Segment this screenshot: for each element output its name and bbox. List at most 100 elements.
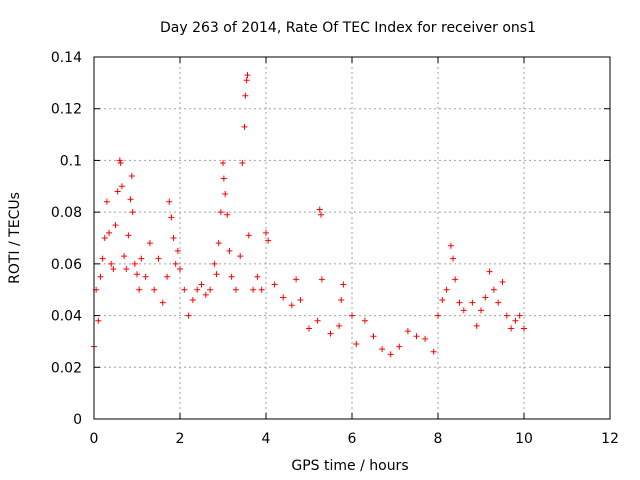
data-point <box>116 157 123 164</box>
data-point <box>495 299 502 306</box>
data-point <box>136 286 143 293</box>
data-point <box>490 286 497 293</box>
x-axis-label: GPS time / hours <box>291 458 408 474</box>
data-point <box>101 235 108 241</box>
data-point <box>361 317 368 324</box>
data-point <box>181 286 188 293</box>
data-point <box>516 312 523 319</box>
data-point <box>217 209 224 216</box>
data-point <box>245 232 252 239</box>
data-point <box>131 260 138 267</box>
data-point <box>243 77 250 84</box>
data-point <box>473 322 480 329</box>
y-axis-label: ROTI / TECUs <box>7 192 23 284</box>
data-point <box>103 198 110 205</box>
data-point <box>232 286 239 293</box>
data-point <box>185 312 192 319</box>
data-point <box>198 281 205 288</box>
data-point <box>460 307 467 314</box>
data-point <box>168 214 175 221</box>
data-point <box>443 286 450 293</box>
data-point <box>213 271 220 278</box>
data-point <box>172 260 179 267</box>
data-point <box>349 312 355 319</box>
data-point <box>450 255 457 262</box>
data-point <box>396 343 403 350</box>
data-point <box>340 281 347 288</box>
x-tick-label: 10 <box>515 431 533 447</box>
data-point <box>508 325 515 332</box>
data-point <box>242 92 249 99</box>
y-tick-label: 0.12 <box>51 102 82 118</box>
data-point <box>271 281 278 288</box>
data-point <box>435 312 441 319</box>
data-point <box>220 160 226 167</box>
x-tick-label: 6 <box>348 431 357 447</box>
data-point <box>482 294 489 301</box>
y-tick-label: 0.06 <box>51 257 82 273</box>
data-point <box>118 183 125 190</box>
data-point <box>129 209 136 216</box>
data-point <box>222 191 229 198</box>
y-tick-label: 0.04 <box>51 309 82 325</box>
data-point <box>404 328 411 335</box>
data-point <box>128 172 135 179</box>
data-point <box>106 229 113 236</box>
x-tick-label: 8 <box>434 431 443 447</box>
data-point <box>146 240 153 247</box>
x-tick-label: 12 <box>601 431 619 447</box>
data-point <box>318 211 325 218</box>
data-point <box>486 268 493 275</box>
data-point <box>215 240 222 247</box>
data-point <box>469 299 476 306</box>
data-point <box>297 297 304 304</box>
data-point <box>387 351 394 358</box>
data-point <box>430 348 437 355</box>
data-point <box>316 206 323 213</box>
data-point <box>447 242 454 249</box>
data-point <box>499 278 506 285</box>
data-point <box>370 333 377 340</box>
data-point <box>265 237 272 244</box>
data-point <box>237 253 244 260</box>
data-point <box>134 271 140 278</box>
data-point <box>280 294 287 301</box>
data-point <box>306 325 312 332</box>
data-point <box>138 255 145 262</box>
data-point <box>97 273 104 280</box>
data-point <box>439 297 446 304</box>
data-point <box>263 229 269 236</box>
data-point <box>189 297 196 304</box>
data-point <box>241 123 248 130</box>
data-point <box>110 266 117 273</box>
data-point <box>121 253 128 260</box>
data-point <box>327 330 334 337</box>
data-point <box>379 346 386 353</box>
data-point <box>228 273 235 280</box>
data-point <box>512 317 519 324</box>
data-point <box>211 260 218 267</box>
data-point <box>170 235 177 241</box>
y-tick-label: 0.1 <box>60 153 82 169</box>
data-point <box>125 232 132 239</box>
data-point <box>117 160 124 167</box>
data-point <box>452 276 459 283</box>
data-point <box>99 255 106 262</box>
data-point <box>288 302 295 309</box>
data-point <box>239 160 246 167</box>
data-point <box>244 72 251 79</box>
y-tick-label: 0 <box>73 412 82 428</box>
y-tick-label: 0.02 <box>51 360 82 376</box>
data-point <box>95 317 102 324</box>
data-point <box>456 299 463 306</box>
data-point <box>478 307 484 314</box>
data-point <box>224 211 231 218</box>
y-tick-label: 0.08 <box>51 205 82 221</box>
data-point <box>220 175 227 182</box>
data-point <box>202 291 209 298</box>
y-tick-label: 0.14 <box>51 50 82 66</box>
data-point <box>258 286 265 293</box>
data-point <box>159 299 166 306</box>
data-point <box>155 255 162 262</box>
data-point <box>142 273 149 280</box>
